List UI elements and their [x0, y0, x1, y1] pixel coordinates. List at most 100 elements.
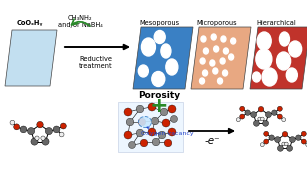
Circle shape — [168, 105, 176, 113]
Circle shape — [236, 118, 240, 122]
Ellipse shape — [203, 70, 208, 76]
Circle shape — [170, 115, 177, 122]
Ellipse shape — [289, 41, 302, 57]
Circle shape — [260, 143, 264, 147]
Circle shape — [60, 123, 66, 129]
Circle shape — [164, 139, 172, 147]
Circle shape — [240, 106, 245, 111]
Ellipse shape — [223, 48, 228, 54]
Ellipse shape — [213, 68, 218, 74]
Ellipse shape — [201, 36, 206, 42]
Ellipse shape — [220, 58, 225, 64]
Ellipse shape — [142, 38, 155, 56]
Ellipse shape — [231, 38, 236, 44]
Circle shape — [151, 117, 159, 125]
Ellipse shape — [286, 68, 297, 82]
Ellipse shape — [262, 68, 277, 86]
Circle shape — [126, 118, 134, 126]
Circle shape — [136, 105, 144, 113]
Circle shape — [162, 119, 170, 127]
Circle shape — [264, 139, 269, 144]
Ellipse shape — [210, 60, 215, 66]
Ellipse shape — [257, 32, 271, 50]
Circle shape — [296, 135, 301, 140]
Circle shape — [20, 126, 27, 133]
Ellipse shape — [279, 32, 290, 46]
Circle shape — [152, 138, 160, 146]
Ellipse shape — [256, 49, 272, 69]
Circle shape — [138, 118, 146, 126]
Circle shape — [168, 128, 176, 136]
Circle shape — [278, 145, 283, 151]
Circle shape — [28, 128, 35, 135]
Text: +: + — [150, 96, 168, 116]
Circle shape — [282, 142, 286, 146]
Circle shape — [124, 131, 132, 139]
Ellipse shape — [214, 46, 219, 52]
Circle shape — [124, 108, 132, 116]
Circle shape — [31, 138, 38, 145]
Circle shape — [59, 132, 64, 137]
Polygon shape — [133, 27, 193, 89]
Circle shape — [306, 143, 307, 147]
Text: CoOₓHᵧ: CoOₓHᵧ — [17, 20, 43, 26]
Circle shape — [275, 137, 281, 143]
Circle shape — [258, 117, 262, 121]
Text: Mesoporous: Mesoporous — [139, 20, 179, 26]
Circle shape — [254, 120, 259, 126]
Ellipse shape — [200, 58, 205, 64]
Circle shape — [53, 126, 60, 133]
Ellipse shape — [204, 48, 208, 54]
Text: Oxygen vacancy: Oxygen vacancy — [141, 127, 193, 136]
Circle shape — [245, 110, 251, 115]
Ellipse shape — [229, 54, 234, 60]
Circle shape — [37, 121, 43, 128]
Ellipse shape — [223, 70, 227, 76]
Text: Porosity: Porosity — [138, 91, 180, 100]
Text: -e⁻: -e⁻ — [204, 136, 220, 146]
Circle shape — [272, 110, 277, 115]
Circle shape — [301, 139, 306, 144]
Circle shape — [301, 131, 306, 136]
Ellipse shape — [166, 59, 178, 75]
Circle shape — [158, 131, 166, 139]
Circle shape — [148, 128, 156, 136]
Circle shape — [140, 139, 148, 147]
Circle shape — [282, 118, 286, 122]
Circle shape — [277, 114, 282, 119]
Bar — [118, 102, 182, 152]
Ellipse shape — [161, 44, 171, 58]
Ellipse shape — [218, 78, 223, 84]
Circle shape — [262, 120, 269, 126]
Circle shape — [41, 136, 45, 140]
Polygon shape — [191, 27, 251, 89]
Circle shape — [290, 137, 295, 143]
Ellipse shape — [138, 65, 148, 77]
Circle shape — [10, 120, 15, 125]
Text: Hierarchical: Hierarchical — [256, 20, 296, 26]
Circle shape — [240, 114, 245, 119]
Ellipse shape — [277, 52, 291, 70]
Text: CH₃NH₂
and/or NaBH₄: CH₃NH₂ and/or NaBH₄ — [58, 15, 102, 28]
Ellipse shape — [253, 72, 261, 82]
Circle shape — [264, 131, 269, 136]
Ellipse shape — [211, 34, 216, 40]
Text: Microporous: Microporous — [197, 20, 237, 26]
Circle shape — [277, 106, 282, 111]
Circle shape — [42, 138, 49, 145]
Circle shape — [251, 112, 257, 118]
Circle shape — [269, 135, 274, 140]
Circle shape — [266, 112, 271, 118]
Ellipse shape — [138, 116, 151, 128]
Circle shape — [129, 142, 135, 149]
Ellipse shape — [200, 78, 204, 84]
Circle shape — [287, 145, 293, 151]
Circle shape — [35, 136, 39, 140]
Ellipse shape — [152, 71, 165, 87]
Circle shape — [136, 129, 144, 137]
Circle shape — [148, 103, 156, 111]
Text: Reductive
treatment: Reductive treatment — [79, 56, 113, 69]
Circle shape — [282, 132, 288, 137]
Circle shape — [258, 106, 264, 112]
Ellipse shape — [221, 36, 226, 42]
